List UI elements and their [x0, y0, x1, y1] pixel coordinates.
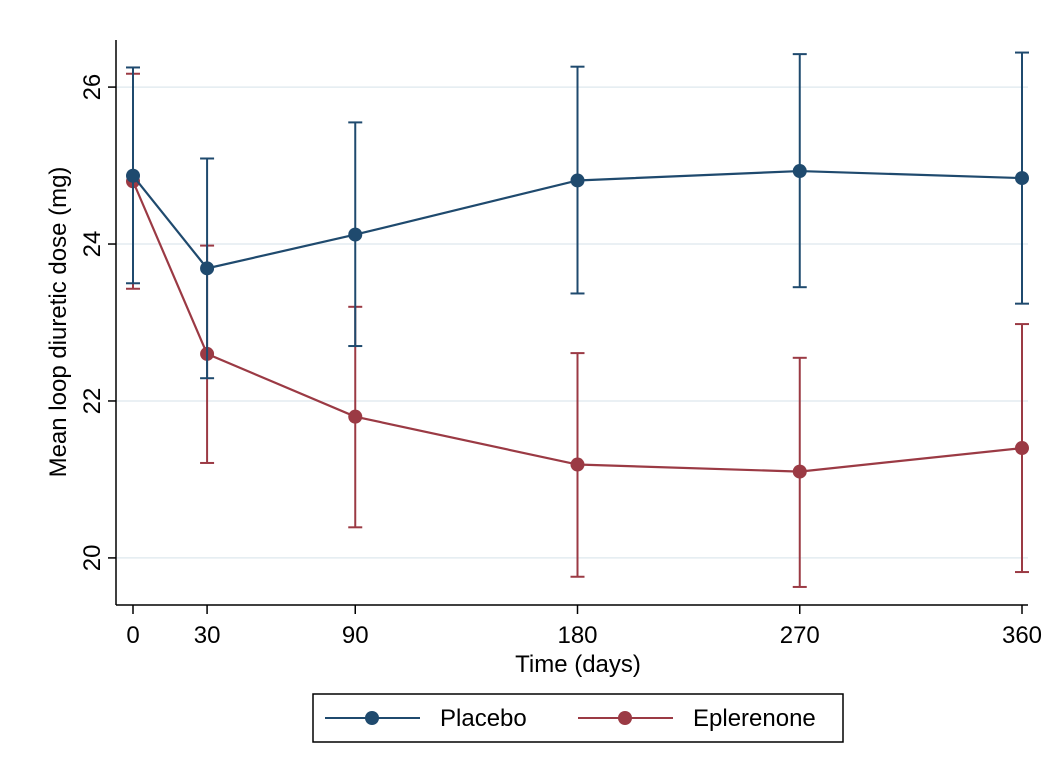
data-point [570, 457, 585, 472]
data-point [792, 164, 807, 179]
x-tick-label: 360 [1002, 622, 1042, 649]
series-placebo [126, 51, 1029, 380]
y-tick-label: 26 [79, 74, 106, 101]
x-tick-label: 270 [780, 622, 820, 649]
data-point [1015, 171, 1029, 186]
series-line [131, 180, 1023, 473]
series-line [132, 169, 1023, 270]
x-tick-label: 90 [342, 622, 369, 649]
x-axis-ticks: 0 30 90 180 270 360 [126, 605, 1042, 649]
axes [115, 40, 1028, 606]
y-tick-label: 22 [79, 388, 106, 415]
y-axis-title: Mean loop diuretic dose (mg) [45, 167, 72, 478]
legend-label-eplerenone: Eplerenone [693, 705, 816, 732]
data-point [348, 409, 363, 424]
x-axis-title: Time (days) [515, 651, 641, 678]
data-point [792, 464, 807, 479]
x-tick-label: 0 [126, 622, 139, 649]
x-tick-label: 30 [194, 622, 221, 649]
data-point [126, 168, 140, 183]
legend: Placebo Eplerenone [312, 693, 844, 743]
data-point [570, 173, 585, 188]
legend-marker-placebo [365, 711, 379, 725]
data-point [348, 227, 363, 242]
data-point [200, 261, 215, 276]
gridlines [116, 86, 1028, 559]
legend-marker-eplerenone [618, 711, 632, 725]
data-point [1015, 441, 1029, 456]
legend-label-placebo: Placebo [440, 705, 527, 732]
y-axis-ticks: 20 22 24 26 [79, 74, 116, 572]
x-tick-label: 180 [557, 622, 597, 649]
series-layer [126, 51, 1029, 588]
y-tick-label: 24 [79, 231, 106, 258]
y-tick-label: 20 [79, 545, 106, 572]
